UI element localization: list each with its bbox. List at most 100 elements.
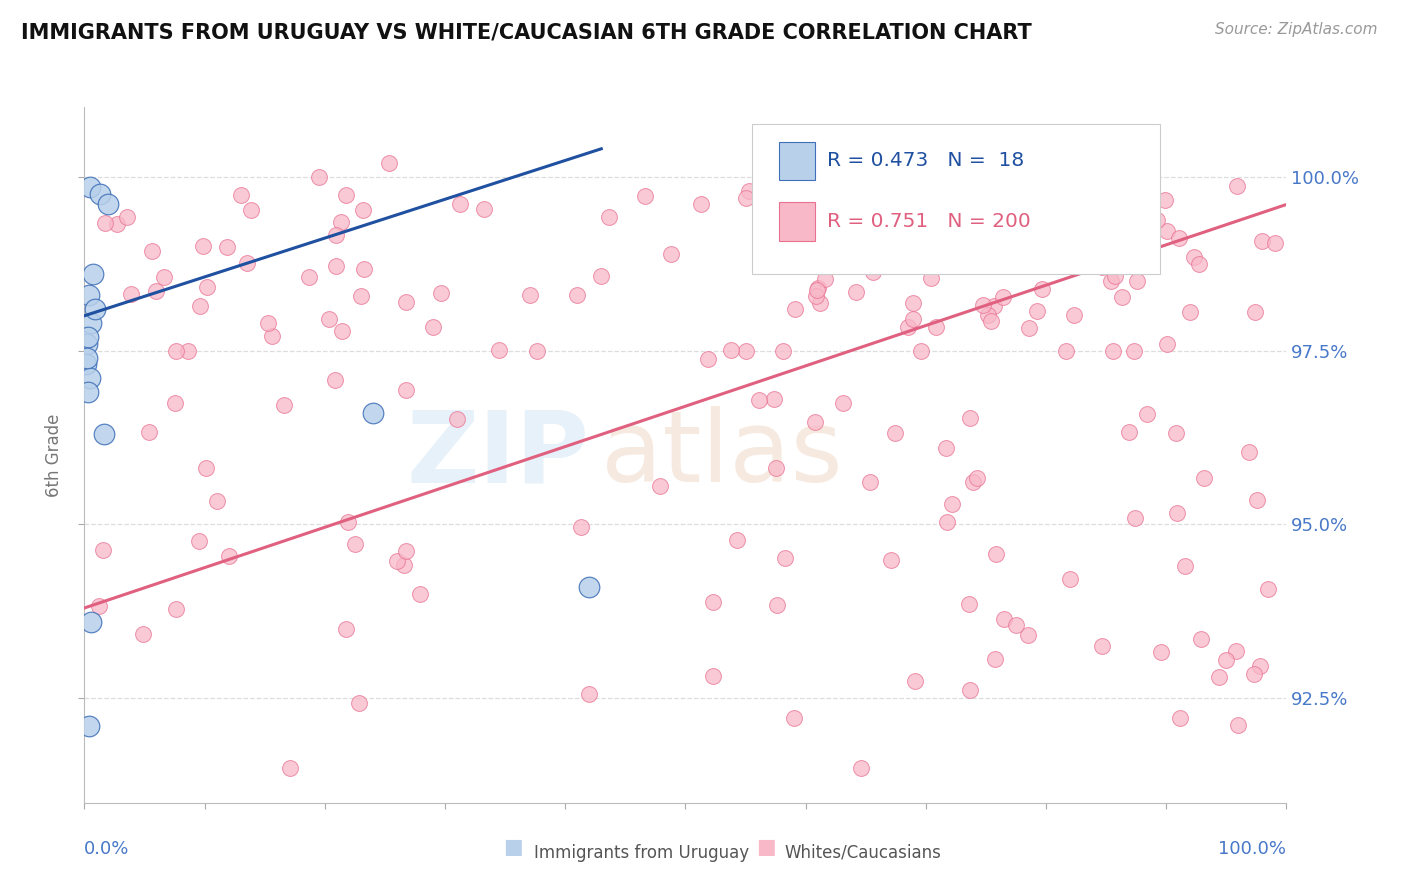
Point (1123, 510, 1146, 524)
Point (776, 216, 799, 230)
Point (859, 198, 882, 212)
Point (323, 373, 346, 387)
Point (318, 311, 340, 326)
Point (1091, 639, 1114, 653)
Point (1005, 618, 1028, 632)
Point (75, 358, 97, 372)
Point (1167, 231, 1189, 245)
Point (659, 247, 682, 261)
Point (235, 256, 257, 270)
Point (1153, 193, 1175, 207)
Text: Source: ZipAtlas.com: Source: ZipAtlas.com (1215, 22, 1378, 37)
Text: R = 0.751   N = 200: R = 0.751 N = 200 (827, 211, 1031, 231)
Point (720, 343, 742, 358)
Point (859, 475, 882, 490)
Point (884, 240, 907, 254)
Point (1128, 249, 1150, 263)
Point (335, 622, 357, 636)
Point (352, 202, 374, 217)
Point (1000, 186, 1022, 200)
Point (983, 651, 1005, 665)
Point (395, 383, 418, 397)
FancyBboxPatch shape (779, 202, 815, 241)
Point (308, 170, 330, 185)
Point (772, 343, 794, 358)
Point (1208, 670, 1230, 684)
Point (849, 761, 872, 775)
Point (97, 197, 120, 211)
Point (257, 316, 280, 330)
Point (1118, 425, 1140, 439)
Point (488, 343, 510, 357)
FancyBboxPatch shape (752, 124, 1160, 274)
Point (997, 162, 1019, 177)
Point (1104, 268, 1126, 283)
Point (280, 761, 302, 775)
Point (766, 599, 789, 613)
Point (928, 172, 950, 186)
Point (806, 281, 828, 295)
FancyBboxPatch shape (779, 142, 815, 180)
Point (385, 554, 408, 568)
Point (194, 461, 217, 475)
Point (748, 392, 770, 407)
Text: 0.0%: 0.0% (84, 840, 129, 858)
Point (1156, 337, 1178, 351)
Point (76, 336, 98, 351)
Point (598, 210, 620, 224)
Point (1077, 254, 1099, 268)
Point (239, 203, 262, 218)
Point (526, 343, 548, 358)
Point (1090, 234, 1112, 248)
Point (1136, 407, 1159, 421)
Point (1189, 632, 1212, 647)
Point (972, 298, 994, 312)
Point (920, 271, 942, 285)
Point (648, 478, 671, 492)
Point (824, 216, 846, 230)
Point (1054, 343, 1077, 358)
Point (350, 289, 373, 303)
Point (191, 239, 214, 253)
Point (897, 320, 920, 334)
Point (770, 211, 793, 225)
Point (735, 191, 758, 205)
Point (702, 669, 724, 683)
Point (325, 227, 347, 242)
Point (1146, 213, 1168, 227)
Point (957, 597, 980, 611)
Point (901, 312, 924, 326)
Point (94, 216, 117, 230)
Point (1005, 226, 1028, 240)
Point (165, 602, 187, 616)
Text: Whites/Caucasians: Whites/Caucasians (785, 844, 942, 862)
Point (91, 542, 114, 557)
Point (1017, 232, 1039, 246)
Point (262, 329, 284, 343)
Point (959, 411, 981, 425)
Point (335, 188, 357, 202)
Text: ZIP: ZIP (406, 407, 589, 503)
Point (1194, 471, 1216, 485)
Point (353, 262, 375, 277)
Point (965, 202, 987, 217)
Point (1031, 282, 1053, 296)
Point (1028, 201, 1050, 215)
Point (298, 270, 321, 285)
Point (152, 269, 174, 284)
Text: Immigrants from Uruguay: Immigrants from Uruguay (534, 844, 749, 862)
Point (966, 471, 988, 485)
Point (1059, 572, 1081, 586)
Point (1168, 711, 1191, 725)
Point (1226, 179, 1249, 194)
Point (959, 682, 981, 697)
Point (330, 215, 353, 229)
Point (1257, 582, 1279, 596)
Point (1239, 445, 1261, 459)
Point (80, 316, 103, 330)
Point (1063, 308, 1085, 322)
Point (890, 240, 912, 254)
Point (806, 289, 828, 303)
Text: IMMIGRANTS FROM URUGUAY VS WHITE/CAUCASIAN 6TH GRADE CORRELATION CHART: IMMIGRANTS FROM URUGUAY VS WHITE/CAUCASI… (21, 22, 1032, 42)
Point (883, 426, 905, 441)
